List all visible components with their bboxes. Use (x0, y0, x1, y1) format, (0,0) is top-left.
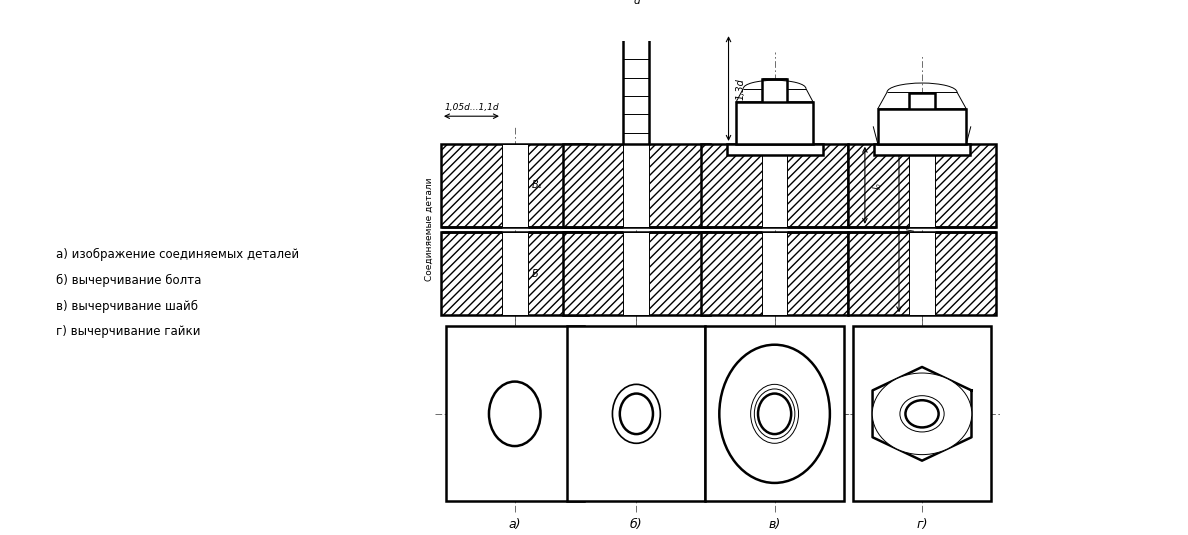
Text: б): б) (630, 518, 643, 531)
Bar (501, 232, 527, 315)
Bar (874, 144, 969, 155)
Bar (624, 144, 650, 227)
Text: Соединяемые детали: Соединяемые детали (424, 178, 434, 281)
Bar (501, 144, 527, 227)
Bar (624, 33, 650, 144)
Text: B: B (531, 269, 538, 279)
Text: d: d (633, 0, 639, 6)
Text: 1,05d...1,1d: 1,05d...1,1d (444, 103, 499, 112)
Text: г) вычерчивание гайки: г) вычерчивание гайки (56, 325, 201, 338)
Ellipse shape (754, 389, 795, 439)
Text: а): а) (508, 518, 522, 531)
Bar (701, 144, 848, 227)
Bar (563, 144, 710, 227)
Bar (563, 232, 710, 315)
Bar (441, 144, 588, 227)
Bar (706, 326, 843, 501)
Bar (853, 326, 991, 501)
Ellipse shape (489, 381, 541, 446)
Bar (909, 144, 935, 227)
Bar (446, 326, 583, 501)
Text: в) вычерчивание шайб: в) вычерчивание шайб (56, 300, 198, 312)
Text: l₀: l₀ (872, 182, 883, 189)
Text: а) изображение соединяемых деталей: а) изображение соединяемых деталей (56, 248, 299, 261)
Ellipse shape (620, 394, 653, 434)
Bar (909, 93, 935, 144)
Bar (701, 232, 848, 315)
Text: B₁: B₁ (531, 180, 542, 190)
Bar (762, 232, 788, 315)
Ellipse shape (719, 345, 830, 483)
Ellipse shape (751, 384, 798, 444)
Bar (878, 109, 966, 144)
Ellipse shape (617, 389, 657, 439)
Bar (848, 144, 996, 227)
Bar (441, 232, 588, 315)
Ellipse shape (901, 396, 944, 432)
Text: г): г) (916, 518, 928, 531)
Text: в): в) (769, 518, 781, 531)
Ellipse shape (613, 384, 661, 444)
Text: б) вычерчивание болта: б) вычерчивание болта (56, 274, 201, 287)
Bar (848, 232, 996, 315)
Bar (762, 79, 788, 144)
Bar (568, 326, 706, 501)
Bar (909, 232, 935, 315)
Bar (624, 232, 650, 315)
Bar (735, 102, 814, 144)
Bar (727, 144, 822, 155)
Ellipse shape (905, 400, 939, 427)
Text: 1,3d: 1,3d (735, 78, 746, 100)
Bar (762, 144, 788, 227)
Text: l: l (906, 228, 916, 231)
Ellipse shape (872, 373, 972, 455)
Ellipse shape (758, 394, 791, 434)
